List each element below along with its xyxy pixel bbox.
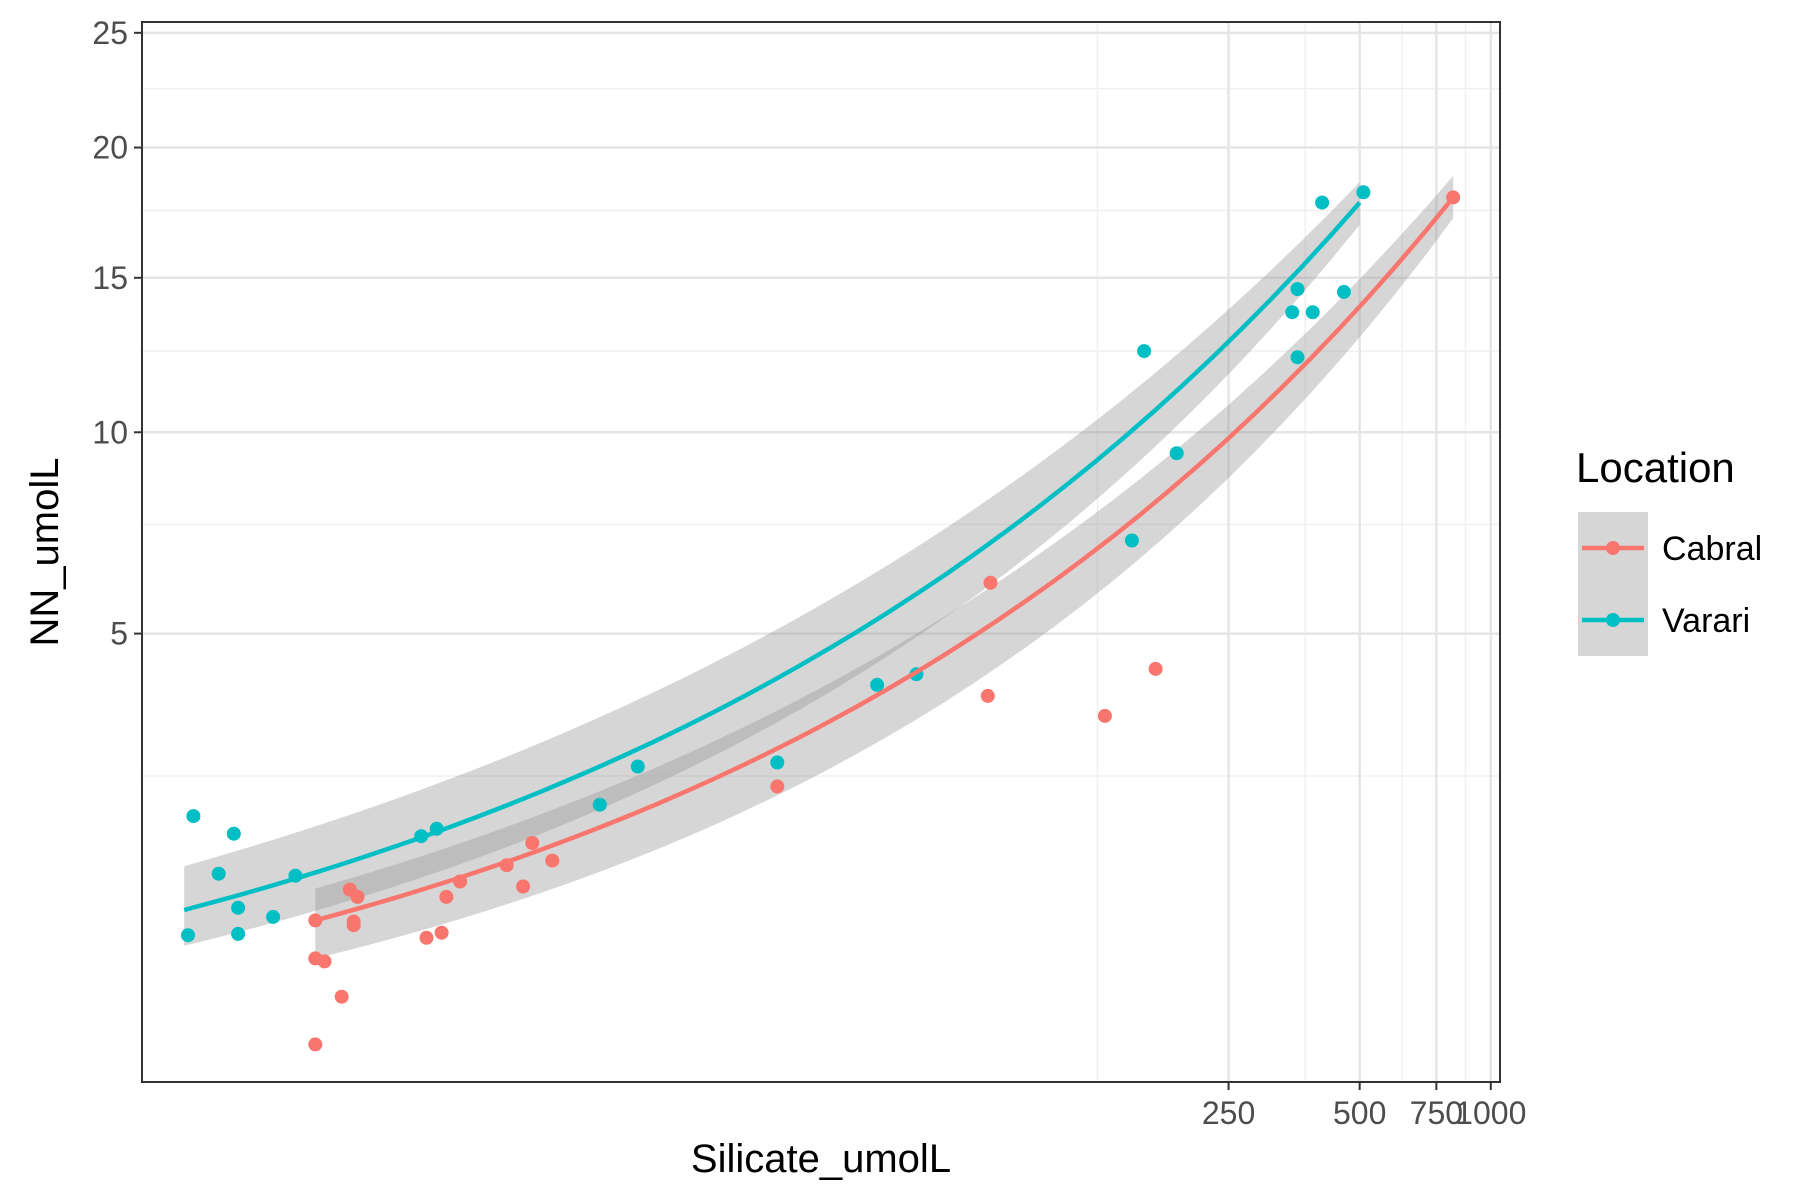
data-point-cabral	[346, 914, 361, 929]
y-tick-label: 5	[110, 616, 128, 652]
data-point-cabral	[350, 889, 365, 904]
data-point-varari	[211, 866, 226, 881]
data-point-cabral	[434, 925, 449, 940]
data-point-varari	[266, 909, 281, 924]
data-point-varari	[181, 928, 195, 943]
confidence-band-varari	[184, 182, 1360, 946]
x-axis-title: Silicate_umolL	[691, 1137, 951, 1181]
data-point-cabral	[1097, 708, 1112, 723]
data-point-varari	[1124, 533, 1139, 548]
confidence-band-cabral	[315, 175, 1454, 959]
y-tick-label: 10	[92, 414, 128, 450]
confidence-bands	[184, 175, 1454, 959]
minor-gridlines	[142, 22, 1500, 1082]
y-axis: 5 10 15 20 25	[92, 15, 142, 652]
data-point-varari	[1285, 305, 1300, 320]
legend-label-varari: Varari	[1662, 602, 1750, 640]
legend-key-point	[1606, 541, 1620, 555]
legend-label-cabral: Cabral	[1662, 530, 1762, 568]
major-gridlines	[142, 22, 1500, 1082]
data-point-varari	[231, 926, 246, 941]
x-tick-label: 750	[1410, 1095, 1463, 1131]
data-point-varari	[1290, 282, 1305, 297]
data-point-cabral	[334, 989, 349, 1004]
data-point-varari	[226, 826, 241, 841]
data-point-varari	[592, 797, 607, 812]
data-point-cabral	[545, 853, 560, 868]
x-tick-label: 500	[1333, 1095, 1386, 1131]
data-point-cabral	[439, 889, 454, 904]
data-point-varari	[1169, 446, 1184, 461]
y-axis-title: NN_umolL	[23, 458, 67, 647]
x-tick-label: 1000	[1455, 1095, 1526, 1131]
x-tick-label: 250	[1202, 1095, 1255, 1131]
data-point-cabral	[419, 930, 434, 945]
data-point-varari	[870, 677, 885, 692]
fit-line-varari	[183, 201, 1362, 913]
data-point-varari	[770, 755, 785, 770]
legend: Location Cabral Varari	[1576, 444, 1762, 656]
data-point-cabral	[516, 879, 531, 894]
data-point-cabral	[317, 954, 332, 969]
y-tick-label: 20	[92, 130, 128, 166]
data-point-cabral	[1148, 661, 1163, 676]
data-point-cabral	[308, 1037, 323, 1052]
legend-title: Location	[1576, 444, 1735, 491]
data-point-cabral	[983, 575, 998, 590]
data-point-varari	[630, 759, 645, 774]
data-point-cabral	[770, 779, 785, 794]
data-point-varari	[1305, 305, 1320, 320]
data-point-varari	[1336, 284, 1351, 299]
data-point-varari	[1290, 350, 1305, 365]
fit-line-cabral	[314, 195, 1455, 923]
data-point-varari	[1137, 344, 1152, 359]
y-tick-label: 15	[92, 260, 128, 296]
panel-border	[141, 21, 1501, 1083]
data-point-cabral	[980, 688, 995, 703]
data-point-cabral	[525, 836, 540, 850]
fit-lines	[183, 195, 1455, 923]
legend-key-point	[1606, 613, 1620, 627]
data-point-varari	[1356, 185, 1371, 200]
data-point-varari	[231, 900, 246, 915]
data-point-varari	[186, 809, 201, 824]
y-tick-label: 25	[92, 15, 128, 51]
data-point-varari	[1315, 195, 1330, 210]
